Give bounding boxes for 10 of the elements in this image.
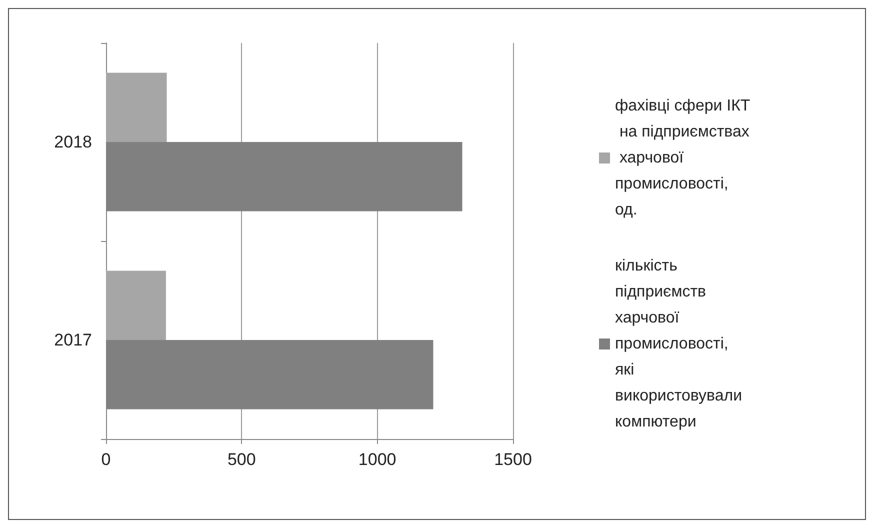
bar — [106, 72, 167, 142]
x-tick-label: 1500 — [494, 450, 532, 469]
x-tick-label: 500 — [227, 450, 256, 469]
legend-label: фахівці сфери ІКТ на підприємствах харчової промисловості, од. — [615, 98, 750, 218]
x-tick-label: 1000 — [358, 450, 396, 469]
x-tick-label: 0 — [101, 450, 111, 469]
y-tick-label: 2018 — [54, 132, 92, 152]
bar — [106, 270, 166, 340]
legend-label: кількість підприємств харчової промисловості, які використовували компютери — [615, 258, 746, 430]
y-tick-label: 2017 — [54, 330, 92, 350]
